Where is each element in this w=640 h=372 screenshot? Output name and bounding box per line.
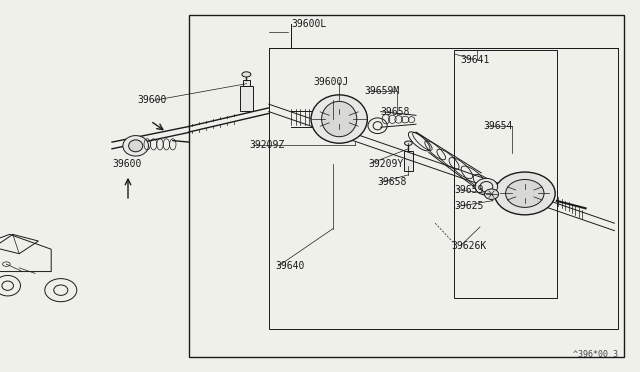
Ellipse shape [506, 180, 544, 208]
Ellipse shape [311, 95, 367, 143]
Ellipse shape [322, 101, 357, 137]
Text: 39654: 39654 [483, 122, 513, 131]
Text: 39209Z: 39209Z [250, 140, 285, 150]
Ellipse shape [129, 140, 143, 152]
Circle shape [242, 72, 251, 77]
Ellipse shape [494, 172, 555, 215]
Text: 39209Y: 39209Y [368, 159, 403, 169]
Ellipse shape [484, 189, 499, 199]
Text: 39658: 39658 [381, 107, 410, 116]
Bar [454, 50, 557, 298]
Text: 39600: 39600 [138, 96, 167, 105]
Text: 39625: 39625 [454, 202, 484, 211]
Text: 39600L: 39600L [291, 19, 326, 29]
Bar [404, 151, 413, 171]
Bar [269, 48, 618, 329]
Ellipse shape [123, 136, 148, 156]
Text: 39658: 39658 [378, 177, 407, 187]
Bar [189, 15, 624, 357]
Bar [243, 80, 250, 86]
Text: 39659: 39659 [454, 185, 484, 195]
Text: 39641: 39641 [461, 55, 490, 64]
Text: 39600J: 39600J [314, 77, 349, 87]
Text: 39600: 39600 [112, 159, 141, 169]
Text: 39659M: 39659M [365, 86, 400, 96]
Text: ^396*00 3: ^396*00 3 [573, 350, 618, 359]
Text: 39640: 39640 [275, 261, 305, 271]
Circle shape [404, 141, 412, 145]
Bar [240, 86, 253, 111]
Text: 39626K: 39626K [451, 241, 486, 250]
Ellipse shape [475, 179, 498, 195]
